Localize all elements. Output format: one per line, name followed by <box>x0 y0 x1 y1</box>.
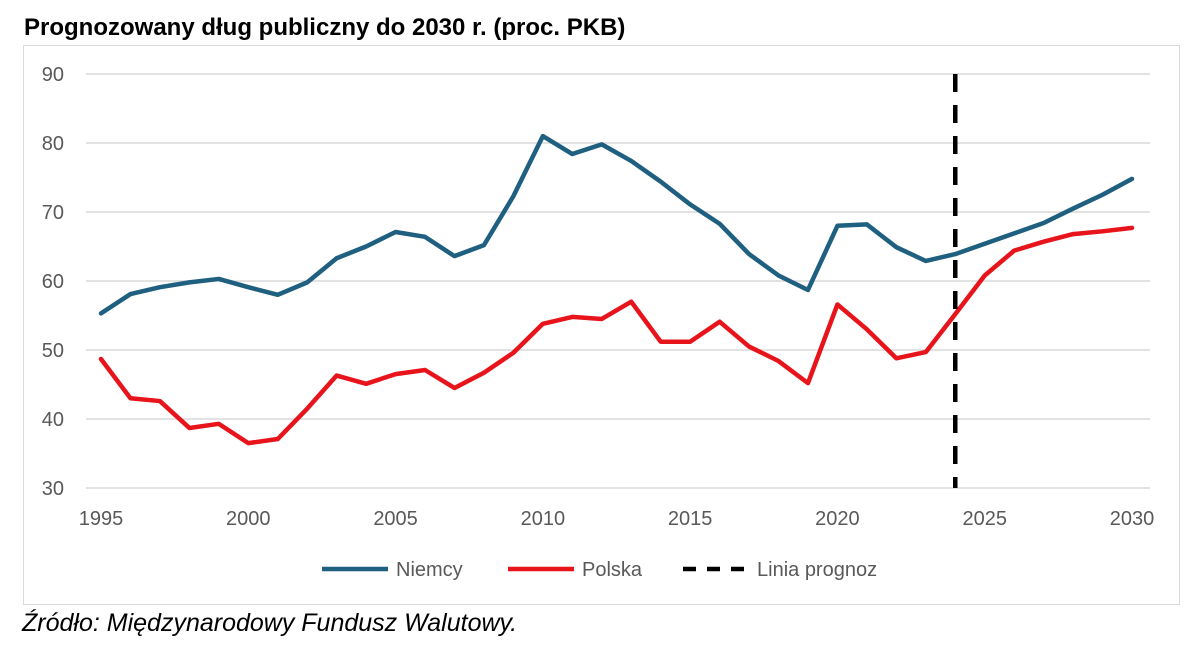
x-tick-label: 1995 <box>79 508 124 530</box>
x-tick-label: 2000 <box>226 508 271 530</box>
series-line-niemcy <box>98 133 1135 316</box>
gridlines <box>86 73 1150 489</box>
y-tick-label: 90 <box>42 64 64 86</box>
y-tick-label: 60 <box>42 271 64 293</box>
y-tick-label: 80 <box>42 133 64 155</box>
x-tick-label: 2015 <box>668 508 713 530</box>
y-tick-label: 30 <box>42 478 64 500</box>
x-tick-label: 2030 <box>1110 508 1155 530</box>
source-note: Źródło: Międzynarodowy Fundusz Walutowy. <box>22 609 518 637</box>
x-tick-label: 2010 <box>521 508 566 530</box>
chart-title: Prognozowany dług publiczny do 2030 r. (… <box>24 14 626 41</box>
y-tick-label: 70 <box>42 202 64 224</box>
legend: Niemcy Polska Linia prognoz <box>322 559 877 581</box>
chart-frame <box>23 45 1180 605</box>
x-tick-label: 2025 <box>962 508 1007 530</box>
series-line-polska <box>98 225 1135 446</box>
y-axis-ticks: 30 40 50 60 70 80 90 <box>42 64 64 500</box>
x-tick-label: 2005 <box>373 508 418 530</box>
legend-label-polska: Polska <box>582 559 643 581</box>
legend-label-niemcy: Niemcy <box>396 559 463 581</box>
x-tick-label: 2020 <box>815 508 860 530</box>
y-tick-label: 50 <box>42 340 64 362</box>
x-axis-ticks: 1995 2000 2005 2010 2015 2020 2025 2030 <box>79 508 1155 530</box>
series-lines <box>98 74 1135 488</box>
y-tick-label: 40 <box>42 409 64 431</box>
legend-label-forecast: Linia prognoz <box>757 559 877 581</box>
